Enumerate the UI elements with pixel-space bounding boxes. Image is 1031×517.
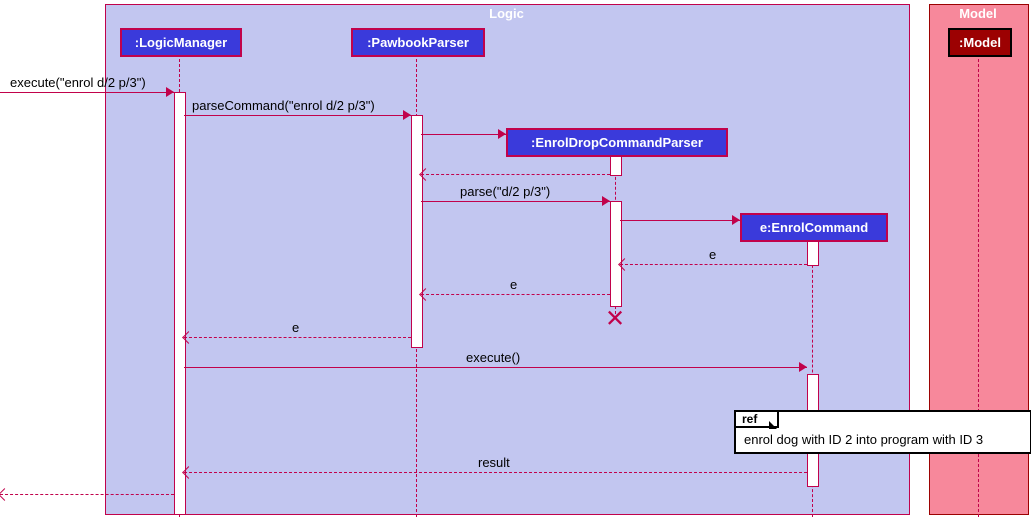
msg-ret-enrolparser-1	[421, 174, 610, 175]
label-ret-e-3: e	[292, 320, 299, 335]
label-parsecommand: parseCommand("enrol d/2 p/3")	[192, 98, 375, 113]
logic-box-title: Logic	[105, 6, 908, 21]
arrow-return-out	[0, 488, 11, 501]
activation-enrolcmd-1	[807, 240, 819, 266]
msg-create-enrolcmd	[620, 220, 740, 221]
arrow-create-enrolparser	[498, 129, 506, 139]
msg-ret-e-3	[184, 337, 411, 338]
msg-parse	[421, 201, 610, 202]
label-execute-in: execute("enrol d/2 p/3")	[10, 75, 146, 90]
ref-tag: ref	[742, 412, 757, 426]
msg-parsecommand	[184, 115, 411, 116]
destroy-enrolparser: ✕	[605, 305, 625, 334]
msg-execute	[184, 367, 807, 368]
label-result: result	[478, 455, 510, 470]
participant-enrolparser: :EnrolDropCommandParser	[506, 128, 728, 157]
ref-fragment: ref enrol dog with ID 2 into program wit…	[734, 410, 1031, 454]
msg-result	[184, 472, 807, 473]
participant-pawbookparser: :PawbookParser	[351, 28, 485, 57]
msg-ret-e-2	[421, 294, 610, 295]
activation-logicmanager	[174, 92, 186, 515]
arrow-create-enrolcmd	[732, 215, 740, 225]
participant-model: :Model	[948, 28, 1012, 57]
label-ret-e-1: e	[709, 247, 716, 262]
msg-ret-e-1	[620, 264, 807, 265]
msg-return-out	[0, 494, 174, 495]
arrow-execute	[799, 362, 807, 372]
arrow-parse	[602, 196, 610, 206]
msg-create-enrolparser	[421, 134, 506, 135]
participant-logicmanager: :LogicManager	[120, 28, 242, 57]
msg-execute-in	[0, 92, 174, 93]
participant-enrolcmd: e:EnrolCommand	[740, 213, 888, 242]
model-box-title: Model	[929, 6, 1027, 21]
activation-pawbookparser	[411, 115, 423, 348]
arrow-parsecommand	[403, 110, 411, 120]
label-ret-e-2: e	[510, 277, 517, 292]
label-execute: execute()	[466, 350, 520, 365]
activation-enrolparser-2	[610, 201, 622, 307]
label-parse: parse("d/2 p/3")	[460, 184, 550, 199]
arrow-execute-in	[166, 87, 174, 97]
ref-text: enrol dog with ID 2 into program with ID…	[736, 412, 1030, 451]
